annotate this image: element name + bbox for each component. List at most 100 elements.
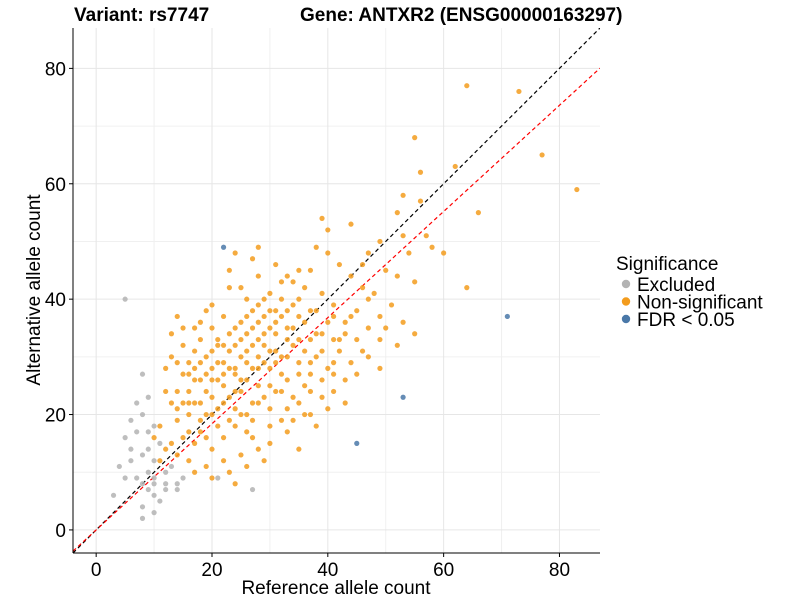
point-non-significant: [203, 388, 209, 395]
point-non-significant: [174, 406, 180, 412]
point-non-significant: [278, 417, 285, 423]
point-non-significant: [255, 336, 261, 343]
legend: Significance ExcludedNon-significantFDR …: [616, 254, 763, 331]
point-non-significant: [290, 394, 296, 400]
point-non-significant: [226, 365, 232, 371]
point-non-significant: [197, 417, 204, 423]
point-non-significant: [220, 342, 227, 348]
point-non-significant: [192, 365, 198, 371]
point-non-significant: [157, 423, 163, 429]
point-non-significant: [174, 417, 180, 423]
point-non-significant: [273, 331, 279, 337]
point-non-significant: [412, 331, 418, 337]
point-non-significant: [348, 360, 354, 366]
point-non-significant: [192, 325, 198, 331]
point-non-significant: [220, 360, 227, 366]
point-non-significant: [319, 290, 325, 296]
point-non-significant: [325, 406, 331, 412]
point-non-significant: [383, 325, 389, 331]
point-non-significant: [342, 377, 348, 383]
point-excluded: [151, 423, 157, 429]
x-tick-label: 40: [317, 560, 338, 581]
point-non-significant: [192, 348, 198, 354]
point-non-significant: [261, 313, 267, 320]
point-non-significant: [336, 336, 342, 343]
point-excluded: [151, 492, 157, 498]
point-non-significant: [348, 313, 354, 320]
point-non-significant: [220, 383, 227, 389]
point-non-significant: [284, 429, 290, 435]
point-excluded: [139, 504, 146, 510]
point-non-significant: [412, 135, 418, 141]
point-non-significant: [400, 319, 406, 325]
point-excluded: [157, 498, 163, 504]
y-tick-label: 80: [45, 59, 66, 80]
point-excluded: [174, 481, 180, 487]
point-non-significant: [325, 250, 331, 256]
point-non-significant: [331, 360, 337, 366]
point-non-significant: [319, 331, 325, 337]
point-non-significant: [226, 348, 232, 354]
point-non-significant: [359, 285, 366, 291]
point-non-significant: [400, 192, 406, 198]
point-non-significant: [220, 400, 227, 406]
point-non-significant: [394, 273, 400, 279]
point-non-significant: [296, 267, 302, 273]
point-non-significant: [163, 365, 169, 371]
point-non-significant: [249, 365, 256, 371]
point-non-significant: [197, 360, 204, 366]
point-non-significant: [273, 308, 279, 314]
point-non-significant: [209, 475, 215, 481]
point-excluded: [116, 463, 122, 470]
point-non-significant: [255, 319, 261, 325]
legend-label-non-significant: Non-significant: [637, 293, 763, 314]
point-non-significant: [331, 313, 337, 320]
point-non-significant: [255, 244, 261, 250]
point-non-significant: [377, 365, 383, 371]
x-axis-title: Reference allele count: [241, 578, 431, 599]
point-non-significant: [429, 244, 435, 250]
point-non-significant: [336, 261, 342, 268]
y-tick-label: 20: [45, 406, 66, 427]
point-non-significant: [365, 325, 371, 331]
point-non-significant: [383, 267, 389, 273]
point-excluded: [157, 440, 163, 446]
point-non-significant: [359, 348, 366, 354]
point-non-significant: [278, 313, 285, 320]
point-excluded: [139, 371, 146, 377]
point-excluded: [139, 481, 146, 487]
legend-key-fdr-0-05: [621, 314, 631, 324]
legend-key-non-significant: [621, 297, 631, 306]
point-non-significant: [255, 302, 261, 308]
point-non-significant: [255, 354, 261, 360]
point-non-significant: [168, 331, 175, 337]
point-non-significant: [394, 342, 400, 348]
point-non-significant: [267, 383, 273, 389]
reference-lines: [73, 28, 600, 553]
point-non-significant: [400, 233, 406, 239]
point-non-significant: [238, 411, 244, 418]
point-non-significant: [238, 319, 244, 325]
point-non-significant: [203, 308, 209, 314]
point-non-significant: [296, 371, 302, 377]
point-non-significant: [186, 411, 192, 418]
point-non-significant: [296, 360, 302, 366]
point-non-significant: [290, 417, 296, 423]
point-non-significant: [157, 458, 163, 464]
point-non-significant: [249, 435, 256, 441]
point-non-significant: [186, 360, 192, 366]
point-non-significant: [302, 348, 308, 354]
point-non-significant: [267, 308, 273, 314]
point-non-significant: [220, 435, 227, 441]
point-non-significant: [290, 302, 296, 308]
point-non-significant: [226, 285, 232, 291]
point-non-significant: [406, 250, 412, 256]
point-non-significant: [417, 169, 424, 175]
point-non-significant: [319, 215, 325, 221]
point-non-significant: [244, 348, 250, 354]
point-excluded: [151, 475, 157, 481]
point-non-significant: [278, 371, 285, 377]
point-non-significant: [244, 331, 250, 337]
point-non-significant: [267, 325, 273, 331]
